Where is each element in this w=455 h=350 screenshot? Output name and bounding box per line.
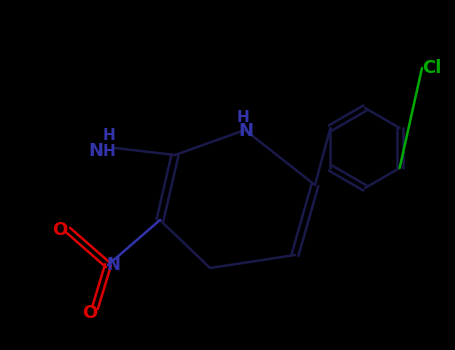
Text: N: N <box>89 142 103 160</box>
Text: H: H <box>103 144 116 159</box>
Text: O: O <box>82 304 98 322</box>
Text: O: O <box>52 221 68 239</box>
Text: N: N <box>106 256 120 274</box>
Text: H: H <box>103 128 116 143</box>
Text: N: N <box>238 122 253 140</box>
Text: Cl: Cl <box>422 59 442 77</box>
Text: H: H <box>237 110 249 125</box>
